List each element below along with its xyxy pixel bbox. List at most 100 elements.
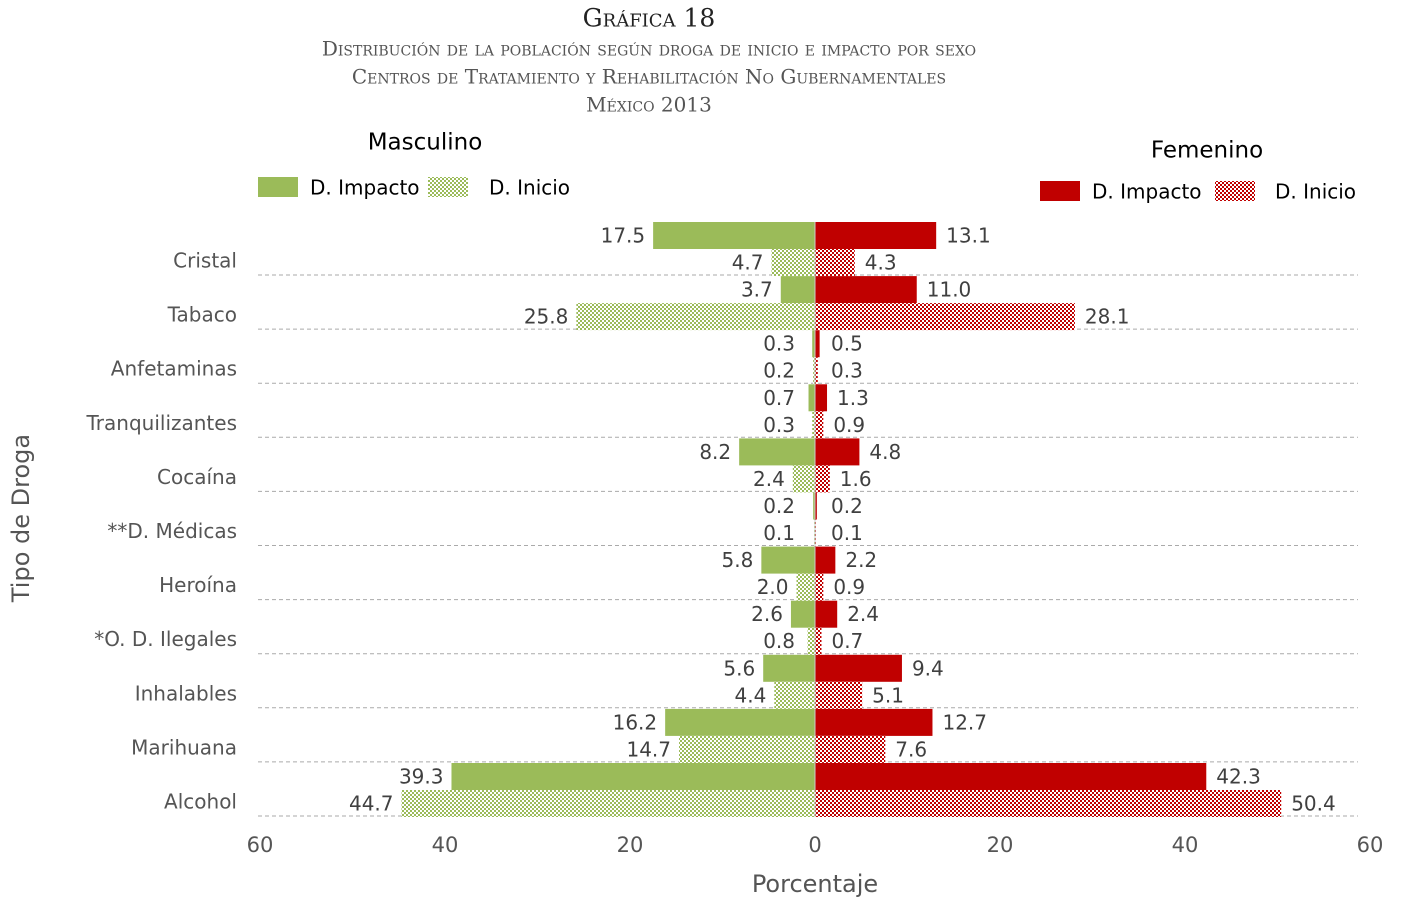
bar (815, 303, 1075, 331)
bar (815, 546, 836, 574)
x-tick-label: 60 (1357, 833, 1384, 857)
bar (796, 573, 815, 601)
bar (401, 790, 815, 817)
bar (815, 654, 902, 682)
bar (815, 357, 818, 385)
value-label: 2.0 (757, 575, 789, 599)
value-label: 2.2 (845, 548, 877, 572)
value-label: 2.4 (753, 467, 785, 491)
value-label: 25.8 (524, 305, 569, 329)
y-tick-label: Anfetaminas (111, 357, 237, 381)
value-label: 0.1 (763, 521, 795, 545)
value-label: 0.5 (831, 332, 863, 356)
value-label: 0.2 (763, 494, 795, 518)
bar (815, 276, 917, 304)
y-tick-label: Marihuana (131, 735, 237, 759)
bar (815, 681, 863, 709)
value-label: 0.9 (833, 575, 865, 599)
y-tick-label: Cristal (173, 249, 237, 273)
value-label: 0.7 (831, 629, 863, 653)
legend-swatch (428, 177, 468, 197)
bar (815, 790, 1282, 817)
legend-label: D. Impacto (310, 176, 420, 200)
legend-label: D. Inicio (489, 176, 570, 200)
value-label: 0.8 (763, 629, 795, 653)
value-label: 44.7 (349, 792, 394, 816)
value-label: 0.1 (831, 521, 863, 545)
bar (813, 492, 815, 520)
y-tick-label: Heroína (159, 573, 237, 597)
bar (665, 708, 815, 736)
y-tick-label: Cocaína (157, 465, 237, 489)
value-label: 1.6 (840, 467, 872, 491)
y-tick-label: Alcohol (164, 790, 237, 814)
value-label: 50.4 (1291, 792, 1336, 816)
bar (808, 384, 815, 412)
bar (815, 763, 1207, 790)
value-label: 14.7 (626, 737, 671, 761)
value-label: 4.3 (865, 251, 897, 275)
x-axis-label: Porcentaje (752, 870, 878, 898)
bar (815, 708, 933, 736)
bar (679, 735, 815, 763)
bar (815, 330, 820, 358)
bar (763, 654, 815, 682)
y-tick-label: Tabaco (167, 303, 237, 327)
y-axis-label: Tipo de Droga (7, 434, 35, 603)
value-label: 7.6 (895, 737, 927, 761)
bar (739, 438, 815, 466)
value-label: 42.3 (1216, 765, 1261, 789)
bar (807, 627, 815, 655)
bar (815, 249, 855, 276)
legend-label: D. Impacto (1092, 180, 1202, 204)
value-label: 3.7 (741, 278, 773, 302)
bar (576, 303, 815, 331)
value-label: 28.1 (1085, 305, 1130, 329)
legend-swatch (1040, 181, 1080, 201)
value-label: 0.2 (831, 494, 863, 518)
y-tick-label: Tranquilizantes (86, 411, 237, 435)
value-label: 0.3 (763, 413, 795, 437)
value-label: 0.2 (763, 359, 795, 383)
x-tick-label: 40 (1172, 833, 1199, 857)
bar (815, 600, 838, 628)
bar (815, 735, 886, 763)
value-label: 4.4 (734, 683, 766, 707)
value-label: 5.1 (872, 683, 904, 707)
value-label: 17.5 (601, 224, 646, 248)
panel-title: Femenino (1151, 138, 1263, 164)
subtitle: Distribución de la población según droga… (322, 37, 976, 61)
value-label: 5.6 (723, 656, 755, 680)
bar (761, 546, 815, 574)
value-label: 39.3 (399, 765, 444, 789)
value-label: 1.3 (837, 386, 869, 410)
x-tick-label: 20 (617, 833, 644, 857)
x-tick-label: 0 (808, 833, 821, 857)
bar (815, 492, 817, 520)
bar (790, 600, 815, 628)
value-label: 9.4 (912, 656, 944, 680)
legend-swatch (1215, 181, 1255, 201)
value-label: 11.0 (927, 278, 972, 302)
value-label: 5.8 (722, 548, 754, 572)
bar (815, 222, 937, 249)
bar (815, 573, 824, 601)
bar (815, 438, 860, 466)
value-label: 0.9 (833, 413, 865, 437)
subtitle: Centros de Tratamiento y Rehabilitación … (352, 65, 946, 89)
value-label: 4.8 (869, 440, 901, 464)
bar (774, 681, 815, 709)
value-label: 0.3 (831, 359, 863, 383)
title: Gráfica 18 (583, 4, 716, 33)
bar (792, 465, 815, 493)
value-label: 4.7 (732, 251, 764, 275)
value-label: 13.1 (946, 224, 991, 248)
bar (815, 627, 822, 655)
bar (813, 357, 815, 385)
bar (780, 276, 815, 304)
y-tick-label: Inhalables (135, 681, 237, 705)
x-tick-label: 20 (987, 833, 1014, 857)
value-label: 2.6 (751, 602, 783, 626)
y-tick-label: **D. Médicas (107, 519, 237, 543)
